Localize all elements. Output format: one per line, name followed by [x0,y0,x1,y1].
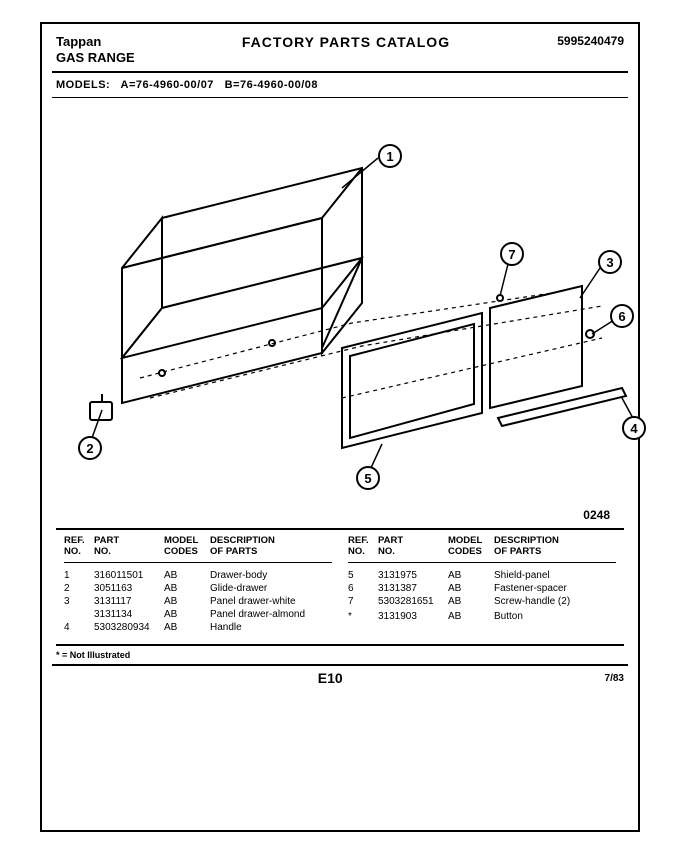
cell-codes: AB [164,609,210,620]
cell-desc: Fastener-spacer [494,583,616,594]
cell-part: 3131975 [378,570,448,581]
footer: E10 7/83 [42,666,638,686]
parts-col-left: REF.NO. PARTNO. MODELCODES DESCRIPTIONOF… [56,530,340,644]
page-frame: Tappan GAS RANGE FACTORY PARTS CATALOG 5… [40,22,640,832]
table-row: 33131117ABPanel drawer-white [64,595,332,608]
exploded-diagram: 1 2 3 4 5 6 7 0248 [42,98,638,528]
cell-desc: Panel drawer-white [210,596,332,607]
models-label: MODELS: [56,79,110,91]
not-illustrated-note: * = Not Illustrated [42,646,638,660]
cell-ref [64,609,94,620]
cell-ref: 4 [64,622,94,633]
table-row: 45303280934ABHandle [64,621,332,634]
cell-desc: Glide-drawer [210,583,332,594]
model-b: B=76-4960-00/08 [225,79,318,91]
cell-ref: 6 [348,583,378,594]
table-header: REF.NO. PARTNO. MODELCODES DESCRIPTIONOF… [64,536,332,563]
diagram-code: 0248 [583,508,610,522]
cell-desc: Handle [210,622,332,633]
parts-table: REF.NO. PARTNO. MODELCODES DESCRIPTIONOF… [56,528,624,646]
models-line: MODELS: A=76-4960-00/07 B=76-4960-00/08 [42,73,638,95]
callout-2: 2 [78,436,102,460]
table-row: *3131903ABButton [348,610,616,623]
th-model: MODELCODES [448,536,494,558]
product-text: GAS RANGE [56,50,135,66]
header: Tappan GAS RANGE FACTORY PARTS CATALOG 5… [42,24,638,69]
th-ref: REF.NO. [348,536,378,558]
th-part: PARTNO. [378,536,448,558]
diagram-svg [42,98,642,528]
cell-codes: AB [164,583,210,594]
cell-codes: AB [448,583,494,594]
cell-codes: AB [448,570,494,581]
doc-number: 5995240479 [557,34,624,48]
callout-3: 3 [598,250,622,274]
page-number: E10 [318,670,343,686]
cell-part: 3131117 [94,596,164,607]
footer-date: 7/83 [605,673,624,684]
cell-desc: Button [494,611,616,622]
cell-part: 3131903 [378,611,448,622]
table-row: 63131387ABFastener-spacer [348,582,616,595]
callout-6: 6 [610,304,634,328]
th-desc: DESCRIPTIONOF PARTS [494,536,616,558]
cell-codes: AB [448,611,494,622]
cell-part: 5303281651 [378,596,448,607]
cell-codes: AB [164,596,210,607]
cell-ref: 3 [64,596,94,607]
cell-part: 3131134 [94,609,164,620]
callout-4: 4 [622,416,646,440]
brand-text: Tappan [56,34,135,50]
cell-part: 5303280934 [94,622,164,633]
callout-7: 7 [500,242,524,266]
table-row: 3131134ABPanel drawer-almond [64,608,332,621]
cell-ref: 7 [348,596,378,607]
cell-part: 3051163 [94,583,164,594]
th-ref: REF.NO. [64,536,94,558]
catalog-title: FACTORY PARTS CATALOG [242,34,450,50]
cell-ref: 2 [64,583,94,594]
th-desc: DESCRIPTIONOF PARTS [210,536,332,558]
table-row: 75303281651ABScrew-handle (2) [348,595,616,608]
table-header: REF.NO. PARTNO. MODELCODES DESCRIPTIONOF… [348,536,616,563]
model-a: A=76-4960-00/07 [121,79,214,91]
cell-desc: Shield-panel [494,570,616,581]
cell-codes: AB [164,622,210,633]
callout-5: 5 [356,466,380,490]
cell-part: 316011501 [94,570,164,581]
th-part: PARTNO. [94,536,164,558]
table-row: 1316011501ABDrawer-body [64,569,332,582]
cell-ref: 5 [348,570,378,581]
cell-ref: 1 [64,570,94,581]
th-model: MODELCODES [164,536,210,558]
callout-1: 1 [378,144,402,168]
cell-ref: * [348,611,378,622]
cell-part: 3131387 [378,583,448,594]
cell-desc: Screw-handle (2) [494,596,616,607]
table-row: 53131975ABShield-panel [348,569,616,582]
parts-col-right: REF.NO. PARTNO. MODELCODES DESCRIPTIONOF… [340,530,624,644]
cell-codes: AB [448,596,494,607]
cell-codes: AB [164,570,210,581]
cell-desc: Panel drawer-almond [210,609,332,620]
table-row: 23051163ABGlide-drawer [64,582,332,595]
cell-desc: Drawer-body [210,570,332,581]
